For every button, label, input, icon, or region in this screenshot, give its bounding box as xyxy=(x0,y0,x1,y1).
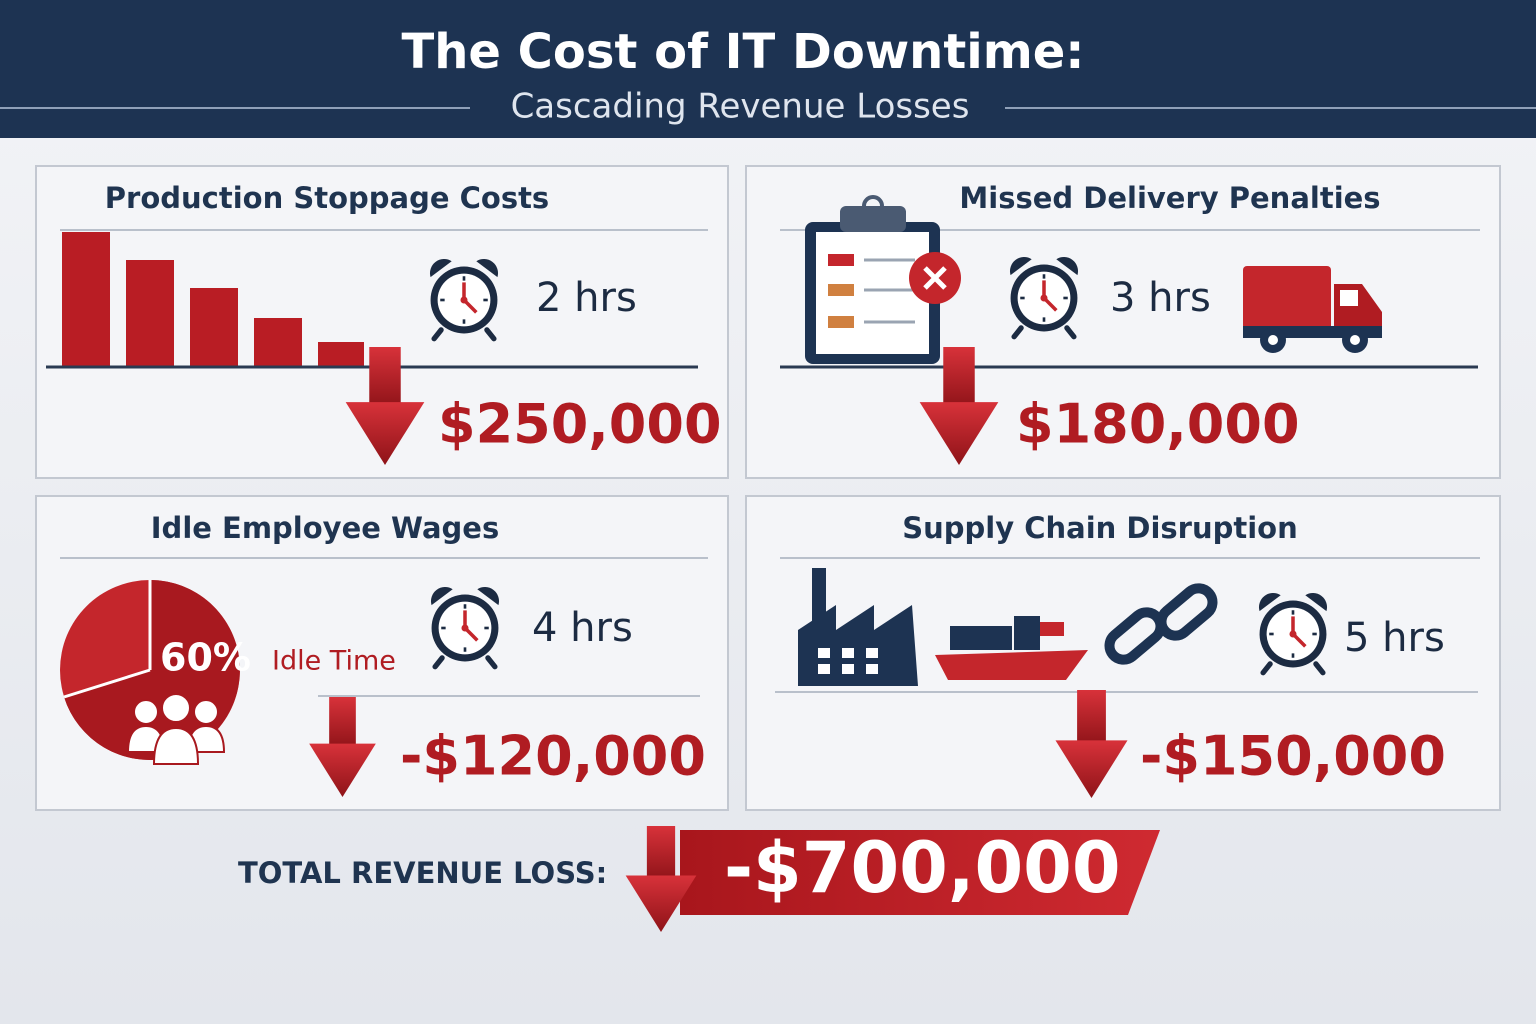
pie-icon xyxy=(60,580,240,765)
subtitle: Cascading Revenue Losses xyxy=(511,87,970,127)
header-band xyxy=(0,0,1536,138)
clipboard-icon xyxy=(805,195,961,364)
share-label: Idle Time xyxy=(272,646,396,677)
share: 60% xyxy=(160,636,251,680)
total-banner xyxy=(680,830,1160,915)
panel-title: Missed Delivery Penalties xyxy=(959,181,1380,215)
title: The Cost of IT Downtime: xyxy=(402,24,1085,80)
duration: 5 hrs xyxy=(1344,615,1445,661)
duration: 3 hrs xyxy=(1110,275,1211,321)
ship-icon xyxy=(935,616,1088,680)
duration: 4 hrs xyxy=(532,605,633,651)
truck-icon xyxy=(1243,266,1382,353)
duration: 2 hrs xyxy=(536,275,637,321)
factory-icon xyxy=(798,568,918,686)
panel-title: Idle Employee Wages xyxy=(151,511,499,545)
amount: -$150,000 xyxy=(1140,725,1446,788)
amount: $250,000 xyxy=(438,393,722,456)
amount: -$120,000 xyxy=(400,725,706,788)
total-label: TOTAL REVENUE LOSS: xyxy=(238,856,607,890)
total-amount: -$700,000 xyxy=(724,827,1121,909)
bar-icon xyxy=(62,232,364,366)
panel-title: Production Stoppage Costs xyxy=(105,181,549,215)
panel-title: Supply Chain Disruption xyxy=(902,511,1298,545)
amount: $180,000 xyxy=(1016,393,1300,456)
chain-icon xyxy=(1104,583,1218,665)
